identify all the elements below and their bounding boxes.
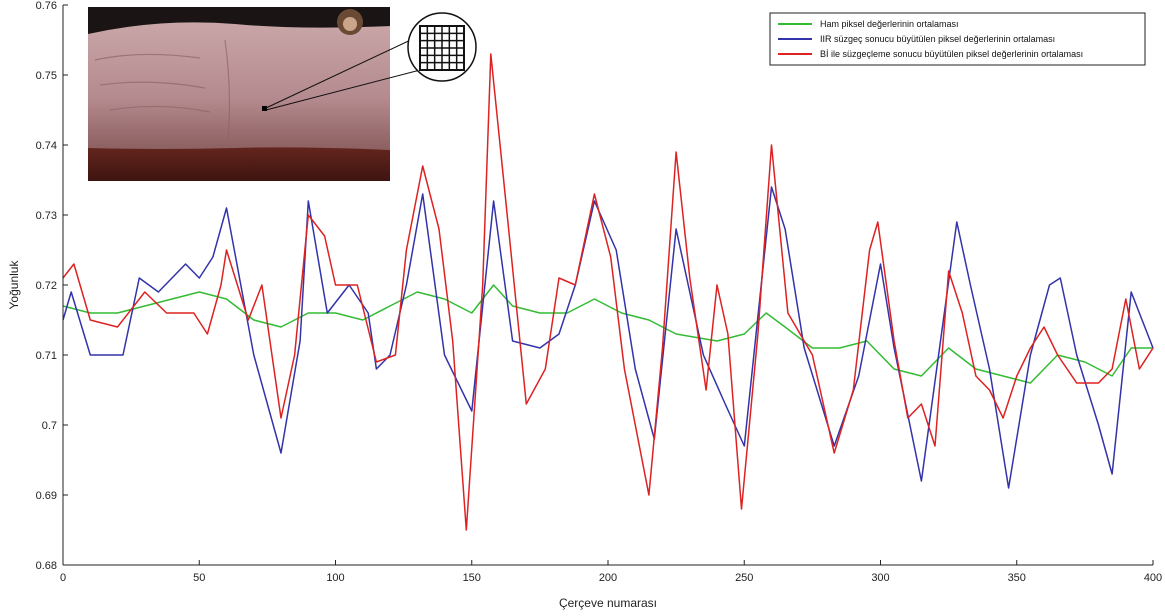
y-tick-label: 0.7 <box>42 420 57 432</box>
wrist-photo-inset <box>88 7 477 181</box>
wrist-shape <box>88 22 390 151</box>
series-layer <box>62 53 1154 531</box>
legend-box <box>769 12 1146 66</box>
skin-creases <box>94 39 231 141</box>
y-tick-label: 0.73 <box>36 210 57 222</box>
x-tick-label: 400 <box>1144 572 1162 584</box>
x-tick-label: 200 <box>599 572 617 584</box>
x-axis-label: Çerçeve numarası <box>559 596 657 610</box>
y-ticks: 0.68 0.69 0.7 0.71 0.72 0.73 0.74 0.75 0.76 <box>36 0 68 572</box>
legend: Ham piksel değerlerinin ortalaması IIR sü… <box>769 12 1146 66</box>
x-tick-label: 100 <box>326 572 344 584</box>
x-tick-label: 250 <box>735 572 753 584</box>
x-tick-label: 350 <box>1008 572 1026 584</box>
legend-label-3: Bİ ile süzgeçleme sonucu büyütülen pikse… <box>820 49 1083 59</box>
x-tick-label: 150 <box>463 572 481 584</box>
y-tick-label: 0.75 <box>36 70 57 82</box>
y-tick-label: 0.69 <box>36 490 57 502</box>
legend-label-2: IIR süzgeç sonucu büyütülen piksel değer… <box>820 34 1055 44</box>
legend-label-1: Ham piksel değerlerinin ortalaması <box>820 19 959 29</box>
x-ticks: 0 50 100 150 200 250 300 350 400 <box>60 560 1162 584</box>
roi-pointer-line-2 <box>265 68 425 111</box>
y-tick-label: 0.72 <box>36 280 57 292</box>
y-tick-label: 0.71 <box>36 350 57 362</box>
pixel-grid-icon <box>419 25 465 71</box>
y-tick-label: 0.76 <box>36 0 57 12</box>
y-tick-label: 0.68 <box>36 560 57 572</box>
y-tick-label: 0.74 <box>36 140 57 152</box>
roi-pointer-line-1 <box>265 36 418 109</box>
series-line-3 <box>62 53 1154 531</box>
x-tick-label: 50 <box>193 572 205 584</box>
y-axis-label: Yoğunluk <box>7 260 21 310</box>
roi-marker <box>262 106 267 111</box>
x-tick-label: 0 <box>60 572 66 584</box>
x-tick-label: 300 <box>871 572 889 584</box>
